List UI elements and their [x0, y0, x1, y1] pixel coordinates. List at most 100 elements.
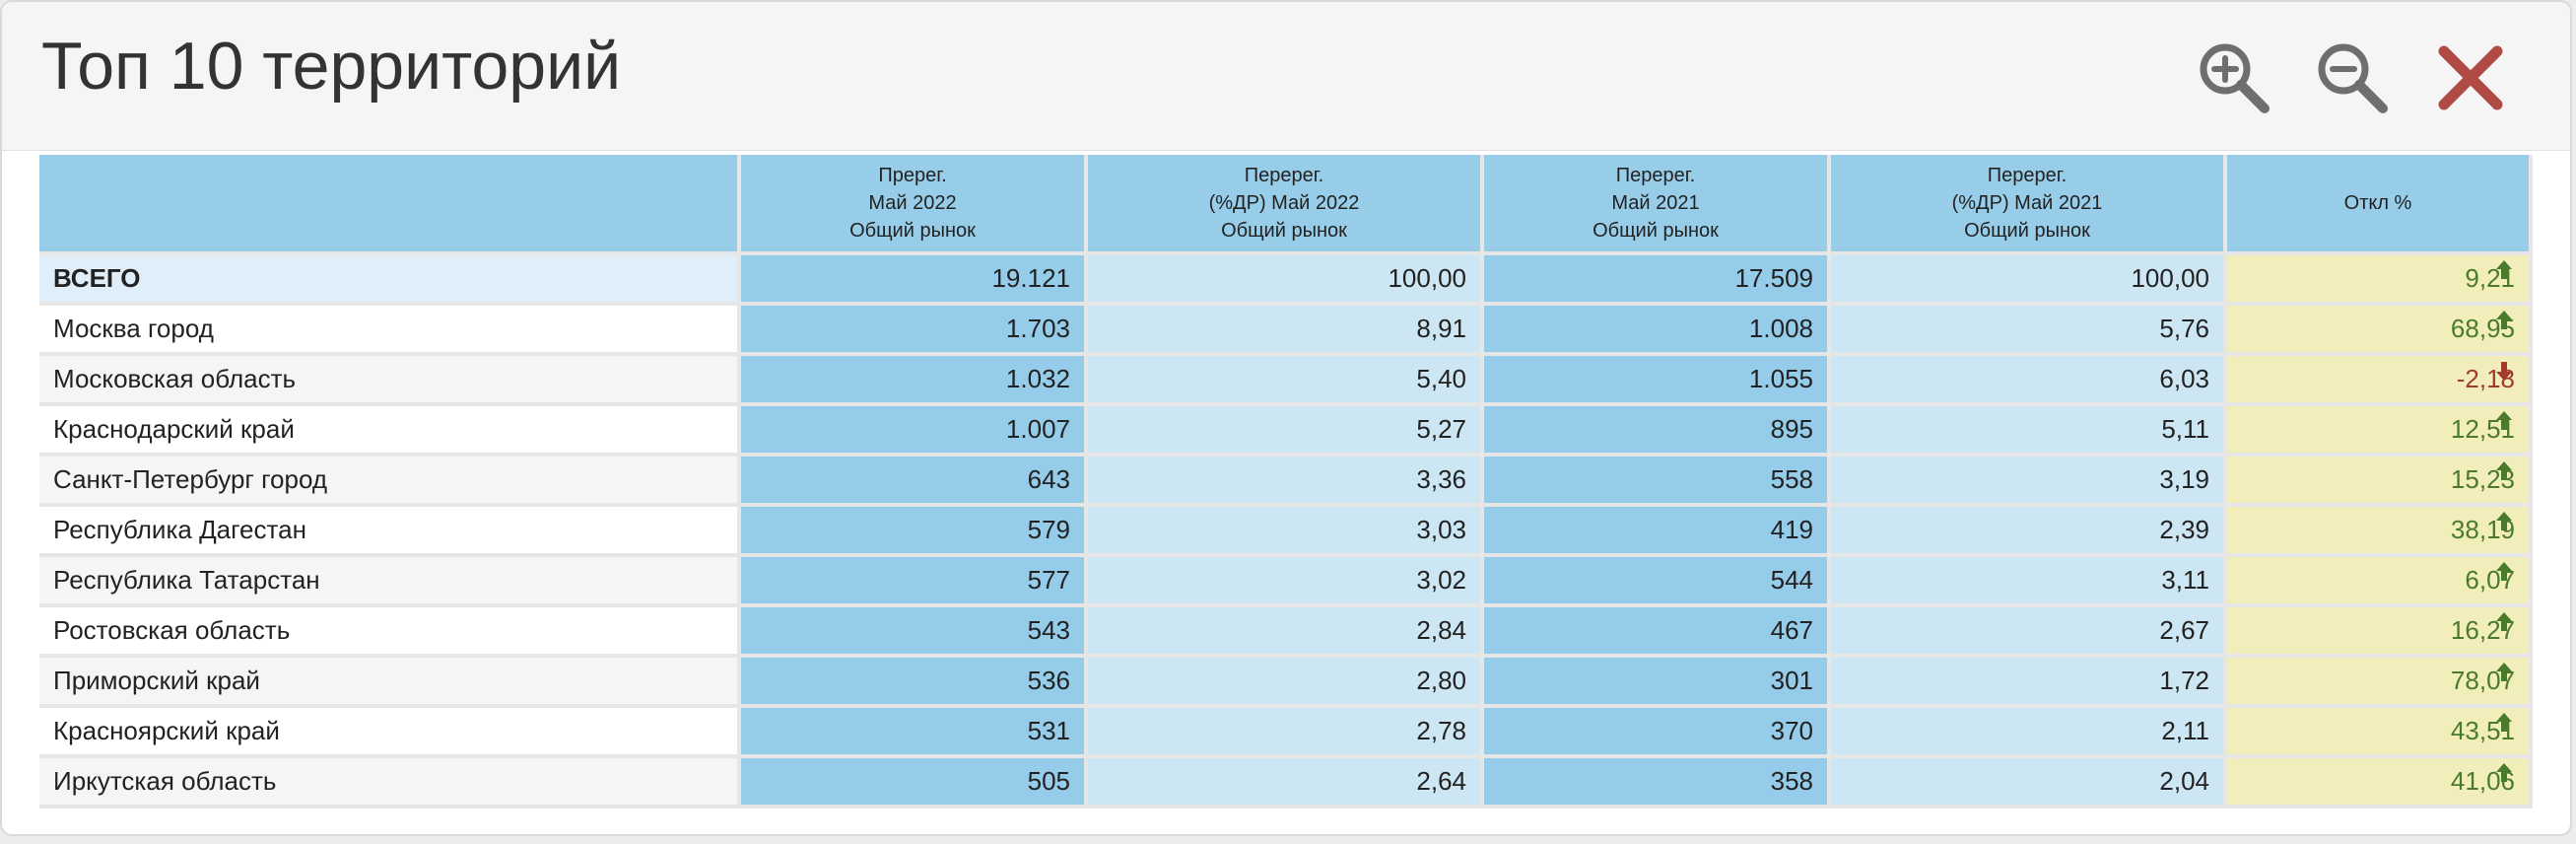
table-row[interactable]: Краснодарский край 1.007 5,27 895 5,11 12,51 — [39, 406, 2533, 457]
territory-name: Санкт-Петербург город — [39, 457, 741, 507]
table-row[interactable]: Республика Татарстан 577 3,02 544 3,11 6,07 — [39, 557, 2533, 607]
territory-name: Республика Татарстан — [39, 557, 741, 607]
zoom-out-icon — [2318, 43, 2388, 113]
share-2021-value: 5,76 — [1831, 306, 2227, 356]
rereg-2022-value: 1.032 — [741, 356, 1088, 406]
arrow-up-icon — [2496, 512, 2512, 530]
territories-table: Пререг. Май 2022 Общий рынок Перерег. (%… — [39, 155, 2533, 809]
zoom-out-button[interactable] — [2310, 35, 2395, 120]
share-2022-value: 5,40 — [1088, 356, 1484, 406]
share-2021-value: 1,72 — [1831, 658, 2227, 708]
share-2022-value: 2,80 — [1088, 658, 1484, 708]
share-2022-value: 8,91 — [1088, 306, 1484, 356]
change-pct-cell: 43,51 — [2227, 708, 2533, 758]
rereg-2021-value: 544 — [1484, 557, 1831, 607]
table-header-row: Пререг. Май 2022 Общий рынок Перерег. (%… — [39, 155, 2533, 255]
change-pct-cell: 6,07 — [2227, 557, 2533, 607]
rereg-2021-value: 370 — [1484, 708, 1831, 758]
share-2021-value: 100,00 — [1831, 255, 2227, 306]
table-row[interactable]: Санкт-Петербург город 643 3,36 558 3,19 15,23 — [39, 457, 2533, 507]
change-pct-cell: 41,06 — [2227, 758, 2533, 809]
share-2022-value: 3,02 — [1088, 557, 1484, 607]
change-pct-cell: 38,19 — [2227, 507, 2533, 557]
rereg-2021-value: 358 — [1484, 758, 1831, 809]
arrow-up-icon — [2496, 461, 2512, 480]
rereg-2022-value: 577 — [741, 557, 1088, 607]
rereg-2022-value: 536 — [741, 658, 1088, 708]
share-2022-value: 2,64 — [1088, 758, 1484, 809]
rereg-2022-value: 505 — [741, 758, 1088, 809]
share-2021-value: 5,11 — [1831, 406, 2227, 457]
table-row[interactable]: Московская область 1.032 5,40 1.055 6,03 -2,1… — [39, 356, 2533, 406]
change-pct-cell: 15,23 — [2227, 457, 2533, 507]
territory-name: Московская область — [39, 356, 741, 406]
change-pct-cell: 12,51 — [2227, 406, 2533, 457]
rereg-2021-value: 301 — [1484, 658, 1831, 708]
share-2022-value: 3,36 — [1088, 457, 1484, 507]
share-2021-value: 2,39 — [1831, 507, 2227, 557]
share-2022-value: 2,84 — [1088, 607, 1484, 658]
rereg-2021-value: 17.509 — [1484, 255, 1831, 306]
table-row[interactable]: Ростовская область 543 2,84 467 2,67 16,27 — [39, 607, 2533, 658]
table-body: ВСЕГО 19.121 100,00 17.509 100,00 9,21 Москва … — [39, 255, 2533, 809]
column-header-change-pct[interactable]: Откл % — [2227, 155, 2533, 255]
column-header-territory — [39, 155, 741, 255]
rereg-2022-value: 19.121 — [741, 255, 1088, 306]
arrow-up-icon — [2496, 612, 2512, 631]
rereg-2022-value: 579 — [741, 507, 1088, 557]
change-pct-cell: 16,27 — [2227, 607, 2533, 658]
territory-name: Ростовская область — [39, 607, 741, 658]
arrow-down-icon — [2496, 362, 2512, 381]
share-2021-value: 2,67 — [1831, 607, 2227, 658]
rereg-2021-value: 1.055 — [1484, 356, 1831, 406]
share-2021-value: 6,03 — [1831, 356, 2227, 406]
territory-name: Приморский край — [39, 658, 741, 708]
change-pct-cell: 9,21 — [2227, 255, 2533, 306]
change-pct-cell: 78,07 — [2227, 658, 2533, 708]
rereg-2021-value: 419 — [1484, 507, 1831, 557]
table-row[interactable]: Москва город 1.703 8,91 1.008 5,76 68,95 — [39, 306, 2533, 356]
change-pct-cell: -2,18 — [2227, 356, 2533, 406]
total-row[interactable]: ВСЕГО 19.121 100,00 17.509 100,00 9,21 — [39, 255, 2533, 306]
panel-title: Топ 10 территорий — [41, 29, 622, 104]
share-2022-value: 100,00 — [1088, 255, 1484, 306]
share-2021-value: 2,04 — [1831, 758, 2227, 809]
territory-name: ВСЕГО — [39, 255, 741, 306]
table-row[interactable]: Республика Дагестан 579 3,03 419 2,39 38,19 — [39, 507, 2533, 557]
column-header-share-2022[interactable]: Перерег. (%ДР) Май 2022 Общий рынок — [1088, 155, 1484, 255]
share-2021-value: 3,19 — [1831, 457, 2227, 507]
column-header-share-2021[interactable]: Перерег. (%ДР) Май 2021 Общий рынок — [1831, 155, 2227, 255]
share-2021-value: 3,11 — [1831, 557, 2227, 607]
arrow-up-icon — [2496, 411, 2512, 430]
territory-name: Москва город — [39, 306, 741, 356]
zoom-in-icon — [2200, 43, 2270, 113]
arrow-up-icon — [2496, 562, 2512, 581]
rereg-2022-value: 1.007 — [741, 406, 1088, 457]
table-row[interactable]: Иркутская область 505 2,64 358 2,04 41,06 — [39, 758, 2533, 809]
zoom-in-button[interactable] — [2192, 35, 2276, 120]
table-row[interactable]: Приморский край 536 2,80 301 1,72 78,07 — [39, 658, 2533, 708]
share-2021-value: 2,11 — [1831, 708, 2227, 758]
arrow-up-icon — [2496, 713, 2512, 732]
share-2022-value: 3,03 — [1088, 507, 1484, 557]
table-row[interactable]: Красноярский край 531 2,78 370 2,11 43,51 — [39, 708, 2533, 758]
rereg-2021-value: 467 — [1484, 607, 1831, 658]
rereg-2022-value: 543 — [741, 607, 1088, 658]
close-button[interactable] — [2428, 35, 2513, 120]
change-pct-cell: 68,95 — [2227, 306, 2533, 356]
arrow-up-icon — [2496, 311, 2512, 329]
panel-header: Топ 10 территорий — [2, 2, 2570, 151]
column-header-rereg-2022[interactable]: Пререг. Май 2022 Общий рынок — [741, 155, 1088, 255]
share-2022-value: 2,78 — [1088, 708, 1484, 758]
arrow-up-icon — [2496, 260, 2512, 279]
close-icon — [2438, 45, 2503, 110]
territory-name: Краснодарский край — [39, 406, 741, 457]
rereg-2021-value: 558 — [1484, 457, 1831, 507]
territory-name: Иркутская область — [39, 758, 741, 809]
share-2022-value: 5,27 — [1088, 406, 1484, 457]
rereg-2022-value: 531 — [741, 708, 1088, 758]
arrow-up-icon — [2496, 663, 2512, 681]
column-header-rereg-2021[interactable]: Перерег. Май 2021 Общий рынок — [1484, 155, 1831, 255]
rereg-2021-value: 895 — [1484, 406, 1831, 457]
rereg-2022-value: 643 — [741, 457, 1088, 507]
